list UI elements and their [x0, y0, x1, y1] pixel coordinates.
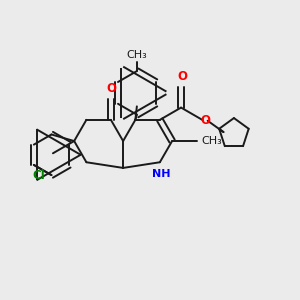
Text: O: O	[106, 82, 116, 95]
Text: Cl: Cl	[32, 169, 45, 182]
Text: CH₃: CH₃	[201, 136, 222, 146]
Text: NH: NH	[152, 169, 171, 179]
Text: CH₃: CH₃	[127, 50, 147, 60]
Text: O: O	[178, 70, 188, 83]
Text: O: O	[201, 114, 211, 127]
